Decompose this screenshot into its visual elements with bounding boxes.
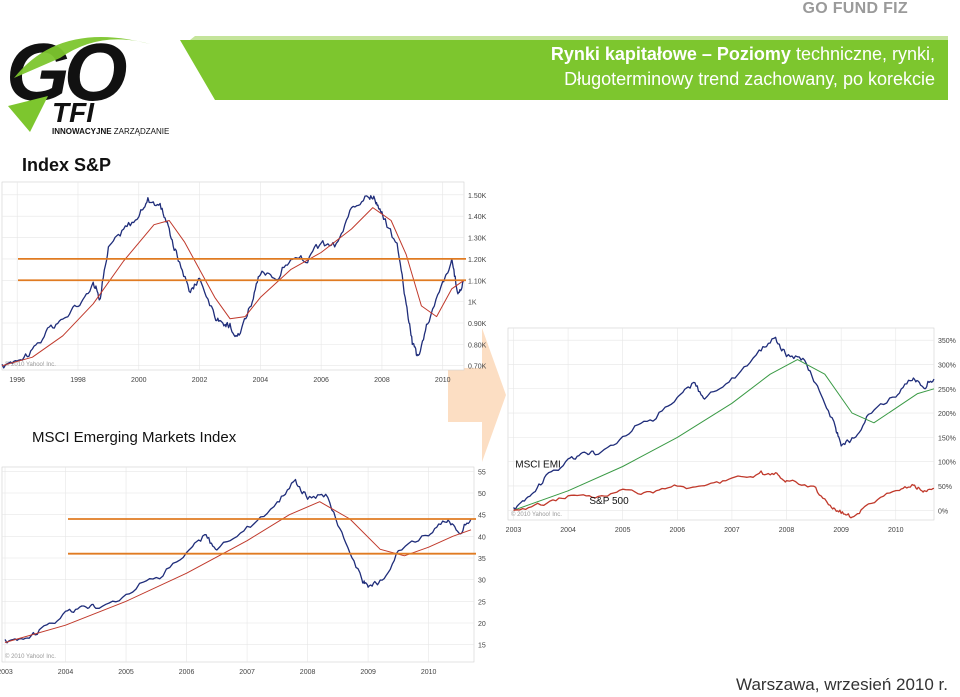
plot-area: [1, 181, 465, 371]
y-tick-label: 0.70K: [468, 364, 487, 371]
y-tick-label: 35: [478, 556, 486, 563]
comparison-chart: 350% 300% 250% 200% 150% 100% 50% 0% 2003 2004 200…: [506, 327, 956, 534]
y-tick-label: 1.40K: [468, 214, 487, 221]
y-tick-label: 100%: [938, 460, 956, 467]
y-tick-label: 1K: [468, 300, 477, 307]
x-tick-label: 2005: [118, 669, 134, 676]
x-tick-label: 2003: [0, 669, 13, 676]
x-tick-label: 2004: [560, 527, 576, 534]
x-tick-label: 2004: [58, 669, 74, 676]
series-line-msci-emi-average: [513, 359, 935, 511]
x-tick-label: 2006: [179, 669, 195, 676]
y-tick-label: 0.90K: [468, 321, 487, 328]
series-line-moving-average: [1, 207, 465, 367]
x-tick-label: 2010: [421, 669, 437, 676]
banner-line2: Długoterminowy trend zachowany, po korek…: [564, 69, 935, 89]
x-tick-label: 2006: [313, 377, 329, 384]
y-tick-label: 250%: [938, 387, 956, 394]
x-tick-label: 2010: [435, 377, 451, 384]
y-tick-label: 50%: [938, 484, 952, 491]
x-tick-label: 2003: [506, 527, 522, 534]
brand-label: GO FUND FIZ: [802, 0, 908, 17]
x-tick-label: 2009: [833, 527, 849, 534]
x-tick-label: 2006: [670, 527, 686, 534]
series-line-msci-emi: [513, 336, 935, 511]
y-tick-label: 20: [478, 621, 486, 628]
x-tick-label: 2008: [374, 377, 390, 384]
y-tick-label: 50: [478, 491, 486, 498]
y-tick-label: 1.10K: [468, 278, 487, 285]
y-tick-label: 45: [478, 513, 486, 520]
sp-chart: 1.50K 1.40K 1.30K 1.20K 1.10K 1K 0.90K 0.80K 0.7…: [1, 181, 487, 384]
x-tick-label: 2000: [131, 377, 147, 384]
y-tick-label: 25: [478, 599, 486, 606]
watermark: © 2010 Yahoo! Inc.: [5, 653, 56, 660]
x-tick-label: 2010: [888, 527, 904, 534]
y-tick-label: 200%: [938, 411, 956, 418]
x-tick-label: 1996: [9, 377, 25, 384]
watermark: © 2010 Yahoo! Inc.: [5, 361, 56, 368]
banner-bold: Rynki kapitałowe – Poziomy: [550, 44, 791, 64]
series-annotation: S&P 500: [589, 496, 629, 507]
y-tick-label: 300%: [938, 362, 956, 369]
x-tick-label: 2005: [615, 527, 631, 534]
y-tick-label: 15: [478, 643, 486, 650]
msci-chart-title: MSCI Emerging Markets Index: [32, 429, 237, 446]
y-tick-label: 30: [478, 578, 486, 585]
x-tick-label: 1998: [70, 377, 86, 384]
x-tick-label: 2008: [779, 527, 795, 534]
series-line-s-p-500: [1, 195, 465, 369]
x-tick-label: 2002: [192, 377, 208, 384]
footer-text: Warszawa, wrzesień 2010 r.: [736, 675, 948, 694]
series-line-s-p-500: [513, 470, 935, 519]
x-tick-label: 2004: [253, 377, 269, 384]
y-tick-label: 0%: [938, 508, 948, 515]
arrow-shape: [448, 328, 506, 462]
y-tick-label: 1.20K: [468, 257, 487, 264]
y-tick-label: 1.50K: [468, 193, 487, 200]
banner-title: Rynki kapitałowe – Poziomy techniczne, r…: [230, 42, 935, 92]
series-line-msci-emi: [4, 478, 472, 644]
y-tick-label: 0.80K: [468, 342, 487, 349]
plot-area: [507, 327, 935, 521]
y-tick-label: 350%: [938, 338, 956, 345]
y-tick-label: 150%: [938, 435, 956, 442]
banner-rest: techniczne, rynki,: [790, 44, 935, 64]
y-tick-label: 55: [478, 469, 486, 476]
x-tick-label: 2009: [360, 669, 376, 676]
y-tick-label: 40: [478, 534, 486, 541]
msci-chart: 55 50 45 40 35 30 25 20 15 2003 2004 2005 2006 2007 20…: [0, 466, 486, 676]
x-tick-label: 2008: [300, 669, 316, 676]
x-tick-label: 2007: [724, 527, 740, 534]
series-annotation: MSCI EMI: [515, 460, 561, 471]
x-tick-label: 2007: [239, 669, 255, 676]
sp-chart-title: Index S&P: [22, 155, 112, 175]
plot-area: [1, 466, 475, 663]
series-line-moving-average: [4, 501, 472, 643]
watermark: © 2010 Yahoo! Inc.: [511, 511, 562, 518]
y-tick-label: 1.30K: [468, 236, 487, 243]
